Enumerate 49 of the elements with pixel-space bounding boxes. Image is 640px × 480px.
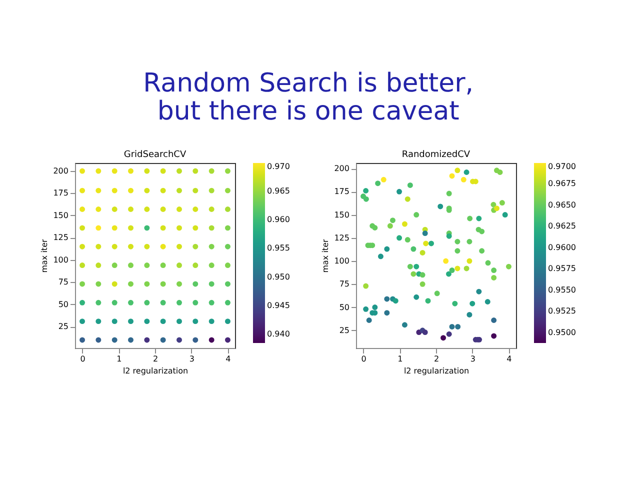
x-tick-label: 3: [189, 354, 194, 364]
y-tick-label: 125: [53, 233, 68, 242]
x-tick-label: 4: [226, 354, 231, 364]
y-axis-title: max iter: [40, 238, 50, 273]
x-tick-label: 0: [80, 354, 86, 364]
y-tick-label: 100: [334, 256, 350, 266]
x-tick-label: 4: [506, 354, 512, 364]
color-bar-label: 0.950: [267, 272, 290, 282]
x-tick-label: 1: [398, 354, 403, 364]
color-bar-label: 0.9675: [548, 179, 576, 188]
y-tick-label: 100: [53, 255, 68, 264]
color-bar-label: 0.9525: [548, 306, 576, 316]
color-bar-label: 0.9600: [548, 242, 576, 252]
x-tick-label: 2: [152, 354, 158, 364]
x-tick-label: 3: [470, 354, 476, 364]
color-bar-label: 0.945: [267, 300, 290, 310]
y-tick-label: 50: [58, 300, 68, 309]
text: Random Search is better, but there is one caveat: [143, 68, 474, 126]
chart-title: GridSearchCV: [124, 150, 187, 160]
y-tick-label: 25: [339, 326, 350, 335]
y-tick-label: 75: [58, 278, 68, 287]
color-bar-label: 0.965: [267, 186, 290, 196]
color-bar-label: 0.960: [267, 215, 290, 224]
y-tick-label: 25: [58, 322, 68, 332]
color-bar-label: 0.940: [267, 329, 290, 338]
color-bar-label: 0.9700: [548, 162, 576, 171]
x-tick-label: 1: [116, 354, 122, 364]
x-axis-title: l2 regularization: [122, 366, 188, 376]
y-tick-label: 175: [53, 188, 68, 198]
y-tick-label: 175: [334, 187, 350, 196]
color-bar-label: 0.9550: [548, 285, 576, 294]
x-axis-title: l2 regularization: [404, 366, 470, 376]
y-tick-label: 125: [334, 233, 350, 242]
color-bar-label: 0.9650: [548, 200, 576, 210]
y-tick-label: 150: [334, 210, 350, 220]
y-tick-label: 150: [53, 210, 68, 220]
y-tick-label: 200: [334, 164, 350, 174]
color-bar-label: 0.9625: [548, 222, 576, 231]
chart-title: RandomizedCV: [402, 150, 471, 160]
color-bar-label: 0.970: [267, 162, 290, 171]
y-tick-label: 75: [339, 280, 350, 289]
color-bar-label: 0.9500: [548, 328, 576, 337]
y-tick-label: 200: [53, 166, 68, 176]
x-tick-label: 2: [434, 354, 440, 364]
y-axis-title: max iter: [321, 238, 330, 273]
color-bar-label: 0.955: [267, 244, 290, 253]
color-bar-label: 0.9575: [548, 264, 576, 274]
y-tick-label: 50: [339, 302, 350, 312]
x-tick-label: 0: [361, 354, 366, 364]
